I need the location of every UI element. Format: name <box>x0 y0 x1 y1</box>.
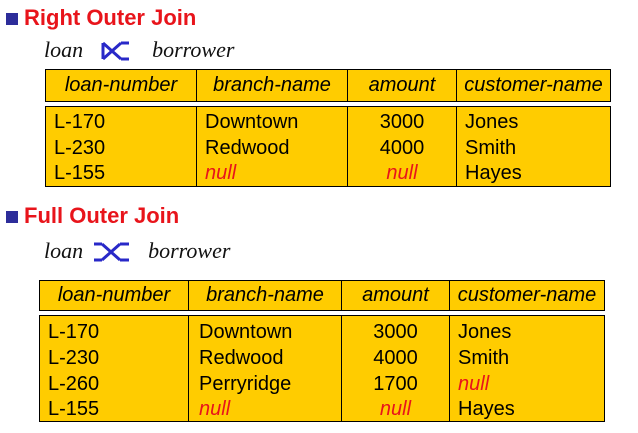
table-cell: L-155 <box>54 162 106 184</box>
square-bullet-icon <box>6 211 18 223</box>
table-cell: Downtown <box>205 111 299 133</box>
null-cell: null <box>386 162 418 184</box>
table-cell: Redwood <box>199 347 284 369</box>
table-cell: Hayes <box>458 398 515 420</box>
null-cell: null <box>458 373 490 395</box>
table-cell: Smith <box>465 137 517 159</box>
null-cell: null <box>205 162 237 184</box>
table-cell: Perryridge <box>199 373 292 395</box>
join-expression: loan borrower <box>44 37 234 63</box>
table-cell: Downtown <box>199 321 293 343</box>
table-cell: 3000 <box>373 321 418 343</box>
null-cell: null <box>379 398 412 420</box>
table-cell: L-230 <box>54 137 106 159</box>
table-cell: 4000 <box>373 347 418 369</box>
table-cell: Hayes <box>465 162 522 184</box>
expr-left-relation: loan <box>44 37 84 62</box>
null-cell: null <box>199 398 231 420</box>
expr-left-relation: loan <box>44 238 84 263</box>
result-table-header: loan-number branch-name amount customer-… <box>45 69 611 102</box>
section-heading: Full Outer Join <box>24 203 180 228</box>
column-header: amount <box>368 74 436 96</box>
table-cell: 3000 <box>379 111 425 133</box>
column-header: customer-name <box>464 74 603 96</box>
table-cell: Jones <box>458 321 512 343</box>
table-cell: L-260 <box>48 373 100 395</box>
table-cell: L-155 <box>48 398 100 420</box>
result-table-body: L-170 Downtown 3000 Jones L-230 Redwood … <box>45 106 611 187</box>
join-expression: loan borrower <box>44 238 230 264</box>
result-table-body: L-170 Downtown 3000 Jones L-230 Redwood … <box>39 315 605 422</box>
full-outer-join-icon <box>94 242 129 262</box>
column-header: branch-name <box>213 74 331 96</box>
column-header: amount <box>362 284 429 306</box>
column-header: loan-number <box>57 284 171 306</box>
column-header: loan-number <box>64 74 178 96</box>
table-cell: L-170 <box>54 111 106 133</box>
right-outer-join-icon <box>101 41 129 61</box>
table-cell: Redwood <box>205 137 290 159</box>
table-cell: L-170 <box>48 321 100 343</box>
result-table-header: loan-number branch-name amount customer-… <box>39 280 605 311</box>
expr-right-relation: borrower <box>152 37 235 62</box>
expr-right-relation: borrower <box>148 238 231 263</box>
square-bullet-icon <box>6 13 18 25</box>
table-cell: Jones <box>465 111 519 133</box>
column-header: customer-name <box>457 284 597 306</box>
table-cell: 1700 <box>373 373 418 395</box>
table-cell: 4000 <box>379 137 425 159</box>
column-header: branch-name <box>206 284 324 306</box>
table-cell: Smith <box>458 347 510 369</box>
table-cell: L-230 <box>48 347 100 369</box>
section-heading: Right Outer Join <box>24 5 197 30</box>
